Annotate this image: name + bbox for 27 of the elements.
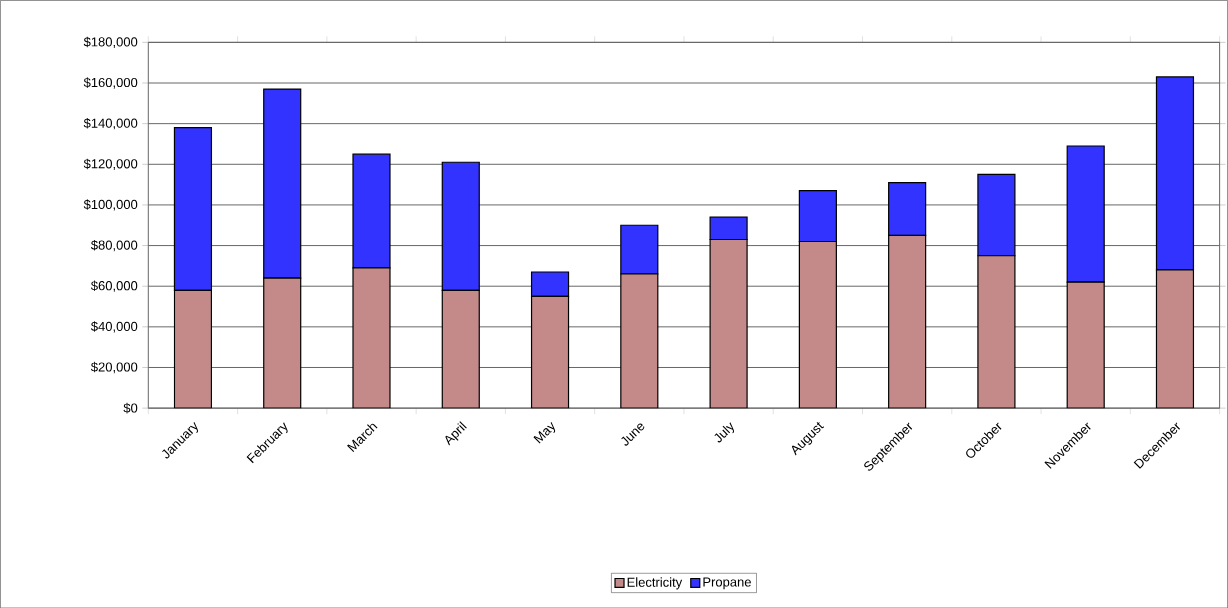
bar: [173, 289, 213, 408]
bar: [709, 238, 748, 408]
bar: [798, 240, 837, 408]
legend-label: Electricity: [627, 577, 683, 590]
bar: [1066, 281, 1105, 408]
x-tick-label: July: [714, 422, 735, 443]
y-tick-label: $60,000: [90, 280, 138, 292]
y-tick-label: $40,000: [90, 321, 138, 333]
y-tick-label: $80,000: [90, 239, 138, 252]
y-tick-label: $100,000: [83, 199, 138, 211]
bar: [620, 273, 659, 408]
bar: [977, 254, 1016, 408]
bar: [530, 295, 570, 408]
y-tick-label: $120,000: [83, 158, 138, 170]
y-tick-label: $160,000: [83, 77, 138, 89]
y-tick-label: $20,000: [90, 361, 138, 373]
bar: [263, 277, 302, 408]
bar: [1155, 269, 1195, 408]
bar: [888, 234, 927, 408]
x-tick-label: May: [533, 421, 556, 444]
bar: [352, 267, 391, 408]
y-tick-label: $180,000: [83, 36, 138, 48]
y-tick-label: $140,000: [83, 117, 138, 130]
y-tick-label: $0: [123, 402, 138, 414]
bar: [530, 271, 570, 297]
bar: [441, 289, 480, 408]
legend-label: Propane: [703, 577, 751, 589]
